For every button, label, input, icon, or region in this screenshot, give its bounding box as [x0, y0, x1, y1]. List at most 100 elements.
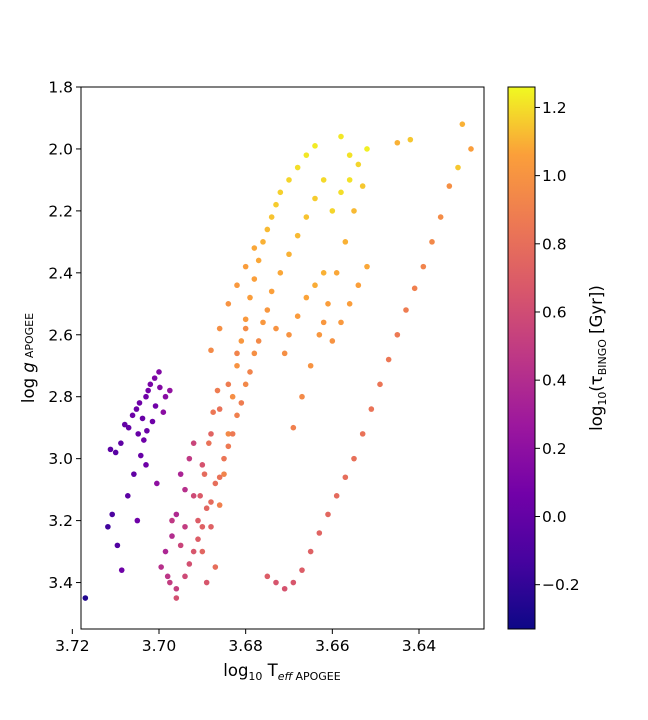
- data-point: [325, 301, 331, 307]
- data-point: [294, 164, 301, 171]
- data-point: [342, 474, 349, 481]
- colorbar-tick-label: 0.4: [542, 372, 567, 390]
- data-point: [190, 548, 197, 555]
- data-point: [186, 455, 193, 462]
- data-point: [316, 530, 323, 536]
- data-point: [177, 542, 184, 549]
- data-point: [260, 239, 266, 245]
- data-point: [459, 121, 466, 127]
- data-point: [131, 471, 137, 477]
- data-point: [286, 331, 292, 338]
- y-axis-label: log gAPOGEE: [19, 313, 38, 403]
- data-point: [273, 325, 279, 332]
- data-point: [157, 384, 163, 391]
- data-point: [286, 251, 292, 258]
- data-point: [199, 523, 206, 530]
- data-point: [234, 362, 240, 369]
- data-point: [105, 523, 111, 530]
- y-tick-label: 2.0: [48, 140, 73, 158]
- data-point: [135, 431, 141, 437]
- data-point: [359, 183, 366, 189]
- data-point: [225, 381, 232, 388]
- data-point: [364, 263, 370, 270]
- data-point: [216, 502, 223, 508]
- data-point: [303, 294, 310, 301]
- data-point: [143, 393, 149, 400]
- data-point: [242, 316, 249, 323]
- data-point: [195, 517, 201, 524]
- colorbar-tick-label: 0.8: [542, 235, 567, 253]
- data-point: [312, 282, 318, 289]
- data-point: [247, 294, 253, 301]
- data-point: [214, 387, 221, 394]
- y-tick-label: 3.2: [48, 512, 73, 530]
- data-point: [173, 595, 180, 601]
- data-point: [152, 403, 159, 409]
- data-point: [149, 418, 156, 425]
- y-axis: 1.8 2.0 2.2 2.4 2.6 2.8 3.0 3.2 3.4: [48, 79, 81, 592]
- data-point: [229, 431, 236, 437]
- data-point: [403, 307, 409, 313]
- colorbar-tick-label: 0.2: [542, 440, 567, 458]
- data-point: [147, 381, 154, 388]
- scatter-points: [82, 121, 474, 601]
- data-point: [177, 471, 184, 477]
- data-point: [121, 421, 128, 428]
- data-point: [208, 523, 214, 530]
- data-point: [429, 239, 435, 245]
- x-tick-label: 3.68: [228, 637, 263, 655]
- data-point: [468, 146, 474, 152]
- data-point: [264, 573, 271, 580]
- colorbar-tick-label: 0.6: [542, 303, 567, 321]
- data-point: [160, 409, 167, 416]
- data-point: [133, 406, 140, 412]
- data-point: [346, 301, 353, 307]
- data-point: [138, 452, 144, 459]
- data-point: [277, 189, 284, 196]
- data-point: [162, 393, 169, 400]
- data-point: [338, 189, 344, 196]
- y-tick-label: 2.8: [48, 388, 73, 406]
- data-point: [312, 195, 318, 202]
- data-point: [208, 499, 214, 505]
- data-point: [182, 486, 188, 493]
- data-point: [320, 319, 327, 326]
- data-point: [307, 548, 314, 555]
- data-point: [242, 325, 249, 332]
- data-point: [299, 393, 305, 400]
- data-point: [299, 567, 305, 573]
- plot-area-frame: [80, 86, 485, 630]
- data-point: [338, 319, 344, 326]
- data-point: [351, 208, 357, 214]
- data-point: [199, 548, 206, 555]
- data-point: [286, 177, 292, 183]
- data-point: [294, 313, 301, 319]
- colorbar-tick-label: 0.0: [542, 508, 567, 526]
- data-point: [225, 301, 232, 307]
- data-point: [238, 400, 245, 406]
- data-point: [173, 585, 180, 592]
- data-point: [294, 232, 301, 239]
- colorbar-tick-label: −0.2: [542, 576, 580, 594]
- data-point: [162, 548, 169, 555]
- data-point: [234, 412, 240, 419]
- data-point: [197, 493, 203, 499]
- y-tick-label: 2.2: [48, 202, 73, 220]
- data-point: [112, 449, 119, 456]
- data-point: [118, 567, 125, 573]
- data-point: [281, 350, 288, 357]
- data-point: [342, 239, 349, 245]
- data-point: [173, 511, 180, 518]
- data-point: [82, 595, 89, 601]
- x-tick-label: 3.66: [315, 637, 350, 655]
- data-point: [208, 347, 214, 354]
- data-point: [242, 381, 249, 388]
- x-axis: 3.72 3.70 3.68 3.66 3.64: [55, 629, 436, 655]
- data-point: [338, 133, 344, 140]
- data-point: [203, 505, 210, 512]
- data-point: [118, 440, 124, 446]
- data-point: [156, 369, 162, 375]
- data-point: [364, 146, 370, 152]
- data-point: [242, 263, 249, 270]
- data-point: [203, 579, 210, 586]
